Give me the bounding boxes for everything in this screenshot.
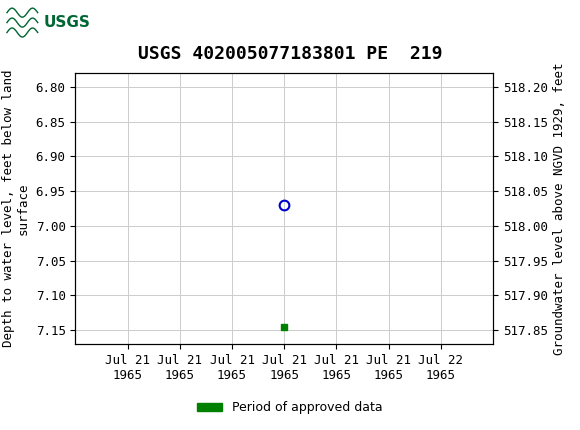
Legend: Period of approved data: Period of approved data [192,396,388,419]
Text: USGS: USGS [44,15,90,30]
Text: USGS 402005077183801 PE  219: USGS 402005077183801 PE 219 [138,45,442,63]
FancyBboxPatch shape [6,3,81,42]
Y-axis label: Groundwater level above NGVD 1929, feet: Groundwater level above NGVD 1929, feet [553,62,566,355]
Y-axis label: Depth to water level, feet below land
surface: Depth to water level, feet below land su… [2,70,30,347]
